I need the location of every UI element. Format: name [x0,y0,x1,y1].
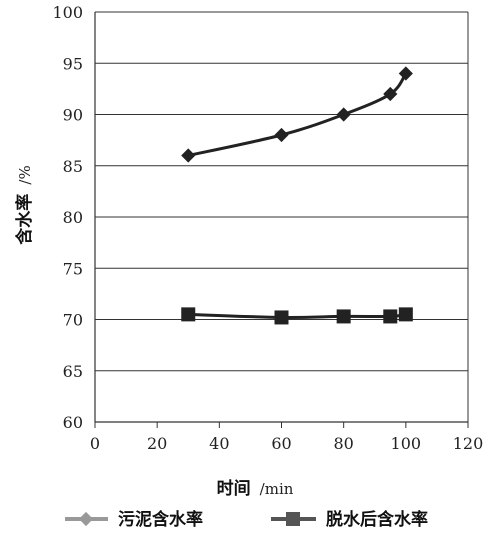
y-tick-label: 100 [52,3,83,22]
legend: 污泥含水率 脱水后含水率 [65,509,428,530]
x-tick-label: 20 [147,434,167,453]
data-point-square [398,307,413,322]
x-axis-label: 时间 [217,478,251,499]
data-point-diamond [398,66,413,81]
x-axis-unit: /min [260,480,294,498]
data-point-square [383,309,398,324]
grid-lines [95,11,468,423]
data-point-diamond [383,86,398,102]
x-tick-label: 80 [333,434,353,453]
x-tick-labels: 0 20 40 60 80 100 120 [90,422,483,453]
y-tick-label: 60 [63,413,83,432]
series-1 [181,307,413,325]
legend-item-sludge: 污泥含水率 [65,509,203,530]
legend-item-dewatered: 脱水后含水率 [271,509,428,530]
legend-square-marker [286,512,300,526]
x-tick-label: 40 [209,434,229,453]
y-axis-unit: /% [16,165,34,184]
series-group [181,66,413,325]
data-point-diamond [336,107,351,122]
data-point-diamond [181,148,196,163]
svg-text:含水率 /%: 含水率 /% [14,165,35,244]
data-point-square [181,307,196,322]
x-axis-title: 时间 /min [217,478,294,499]
y-tick-label: 75 [63,259,83,278]
x-tick-label: 120 [453,434,484,453]
series-line-1 [188,312,407,320]
y-axis-label: 含水率 [14,194,35,245]
legend-label-sludge: 污泥含水率 [118,509,203,530]
series-0 [181,66,413,163]
y-tick-label: 70 [63,311,83,330]
y-tick-label: 95 [63,54,83,73]
x-tick-label: 100 [391,434,422,453]
legend-diamond-marker [78,511,94,527]
y-tick-labels: 60 65 70 75 80 85 90 95 100 [52,3,83,432]
y-tick-label: 65 [63,362,83,381]
y-axis-title: 含水率 /% [14,165,35,244]
x-tick-label: 60 [271,434,291,453]
y-tick-label: 80 [63,208,83,227]
data-point-square [274,310,289,325]
data-point-square [336,309,351,324]
x-tick-label: 0 [90,434,100,453]
data-point-diamond [274,127,289,143]
legend-label-dewatered: 脱水后含水率 [326,509,428,530]
y-tick-label: 85 [63,157,83,176]
y-tick-label: 90 [63,106,83,125]
